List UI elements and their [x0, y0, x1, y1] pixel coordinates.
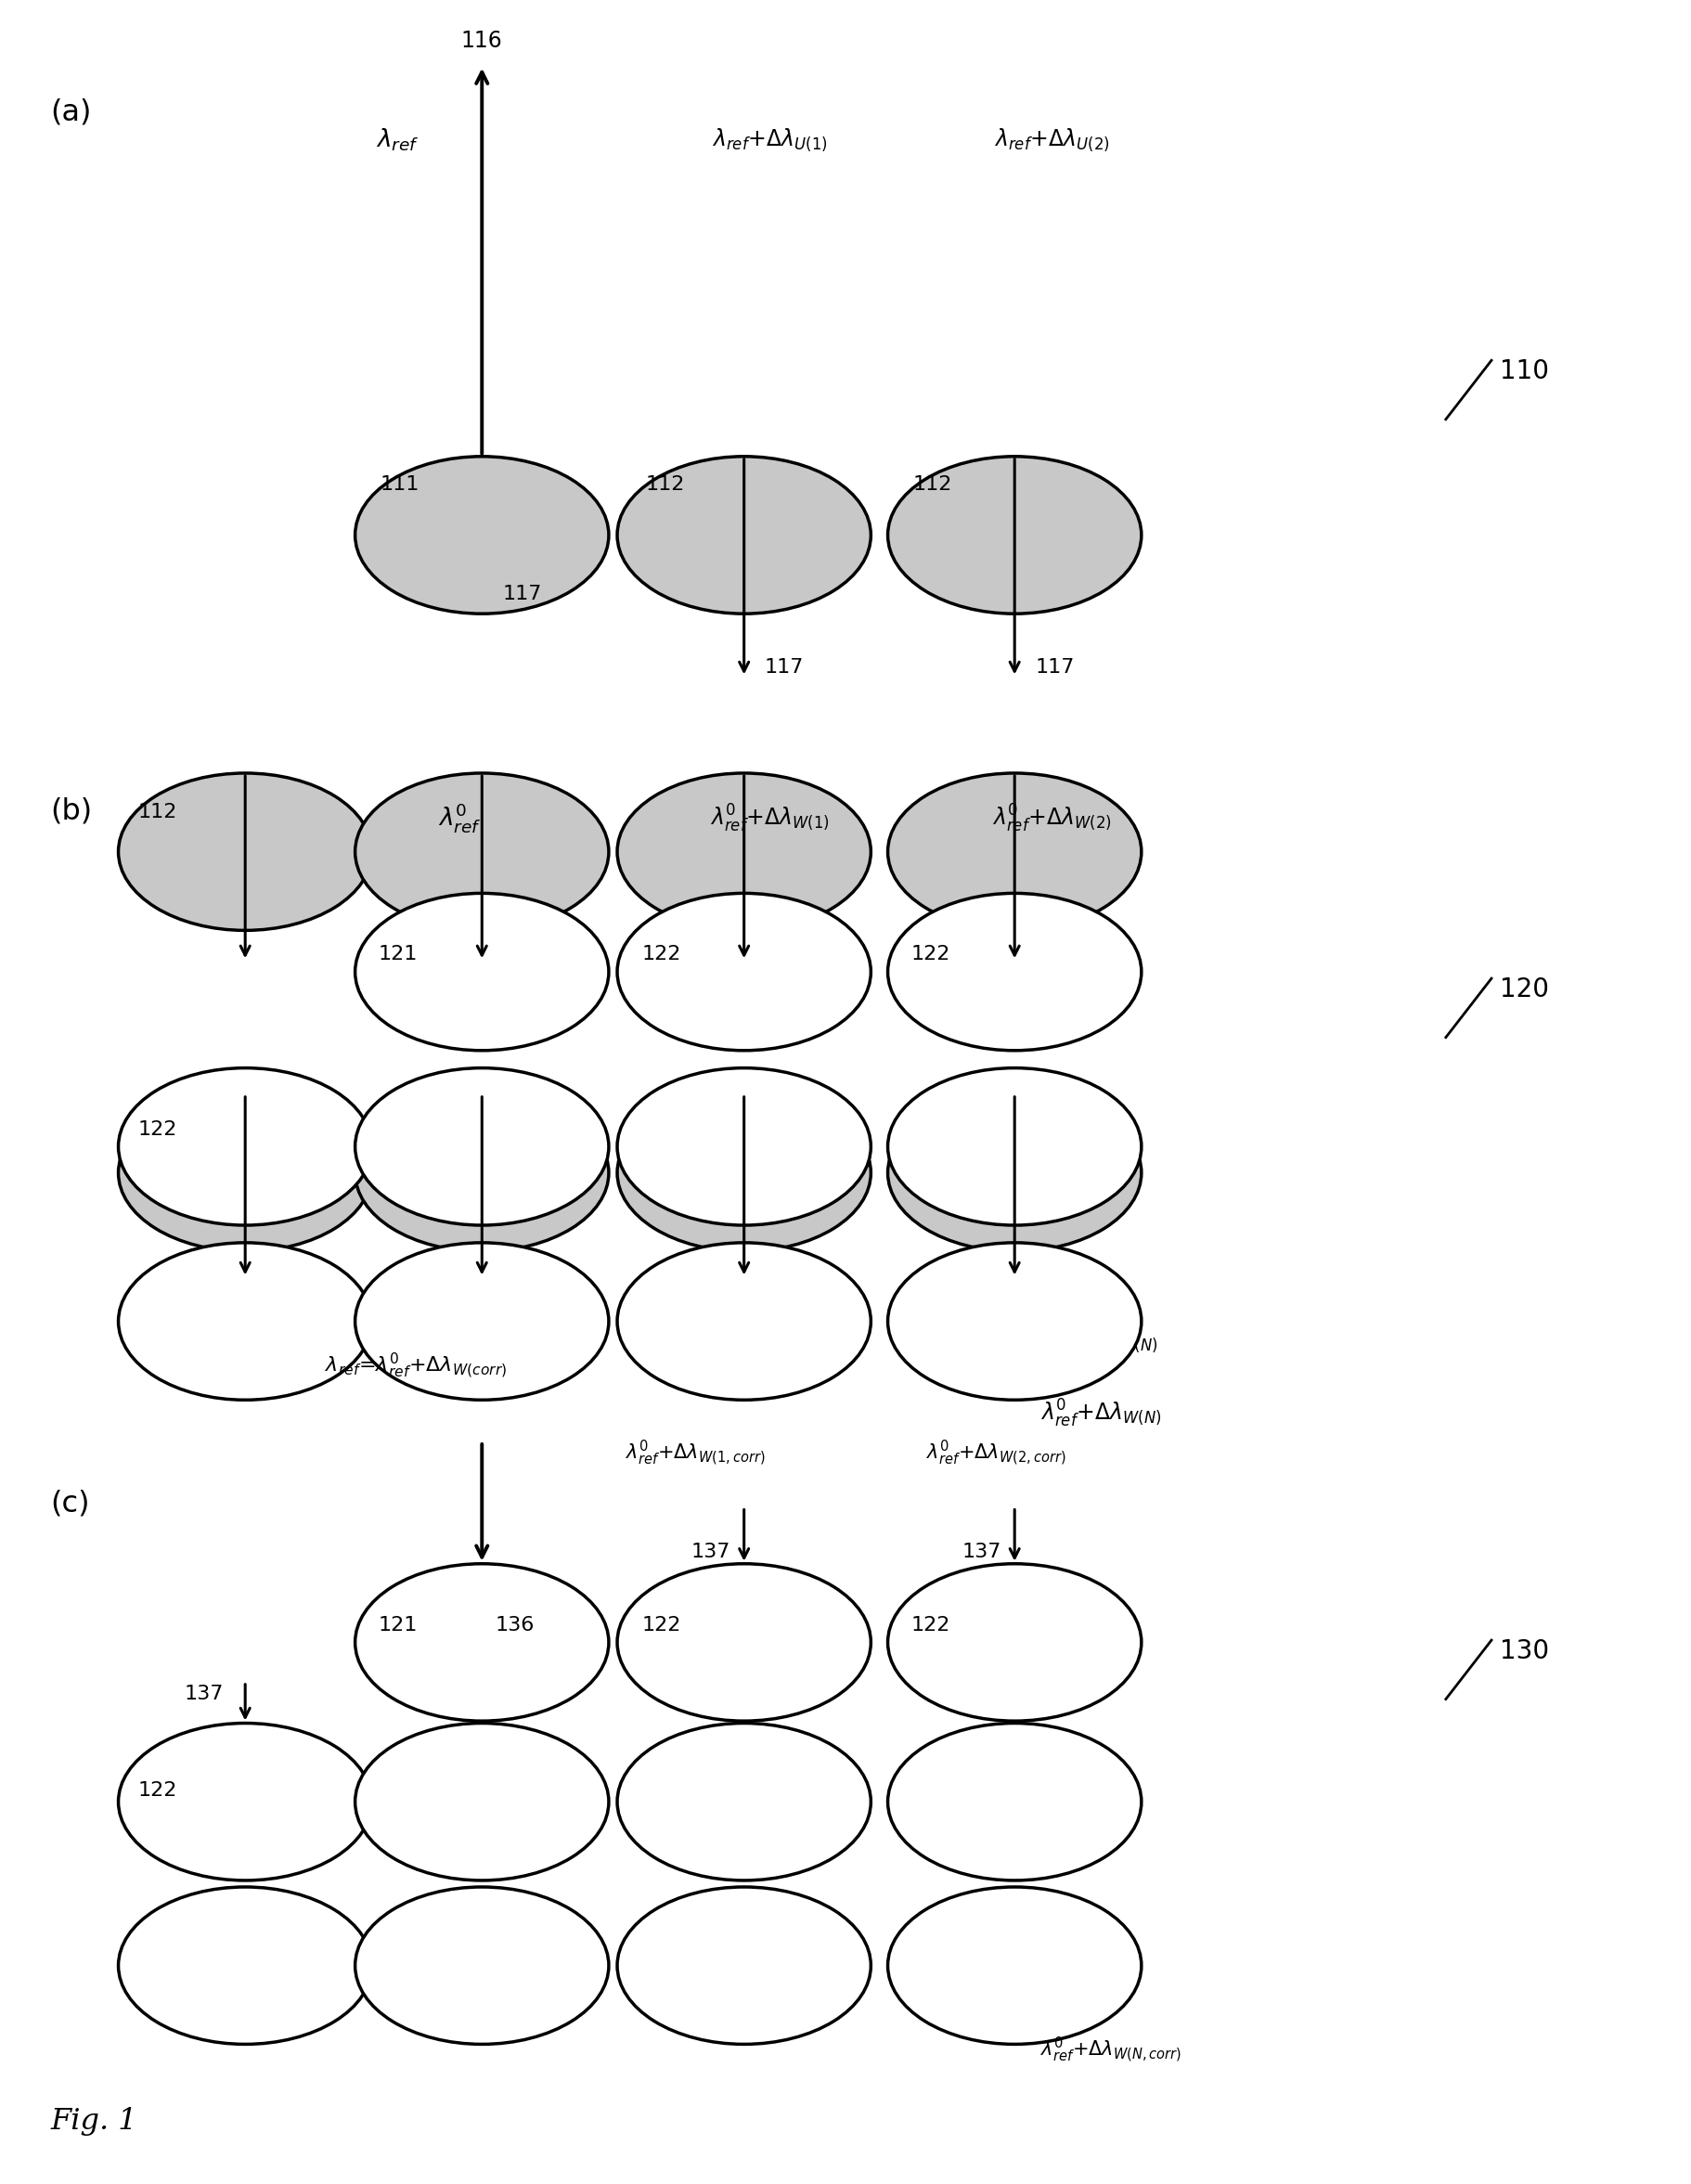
- Ellipse shape: [355, 1564, 609, 1721]
- Text: 122: 122: [139, 1782, 178, 1800]
- Text: 137: 137: [962, 1544, 1001, 1562]
- Text: $\lambda^0_{ref}$+$\Delta\lambda_{W(1,corr)}$: $\lambda^0_{ref}$+$\Delta\lambda_{W(1,co…: [626, 1439, 766, 1468]
- Text: $\lambda_{ref}$+$\Delta\lambda_{U(1)}$: $\lambda_{ref}$+$\Delta\lambda_{U(1)}$: [712, 127, 827, 153]
- Ellipse shape: [888, 1068, 1141, 1225]
- Ellipse shape: [617, 1094, 871, 1251]
- Ellipse shape: [355, 1887, 609, 2044]
- Text: $\lambda^0_{ref}$+$\Delta\lambda_{W(2)}$: $\lambda^0_{ref}$+$\Delta\lambda_{W(2)}$: [993, 802, 1111, 834]
- Text: $\lambda_{ref}$=$\lambda^0_{ref}$+$\Delta\lambda_{W(corr)}$: $\lambda_{ref}$=$\lambda^0_{ref}$+$\Delt…: [325, 1352, 507, 1380]
- Ellipse shape: [617, 1068, 871, 1225]
- Text: 137: 137: [184, 1686, 223, 1704]
- Text: $\lambda^0_{ref}$: $\lambda^0_{ref}$: [438, 802, 482, 834]
- Text: 122: 122: [643, 1616, 681, 1634]
- Ellipse shape: [617, 1564, 871, 1721]
- Ellipse shape: [888, 773, 1141, 930]
- Ellipse shape: [355, 893, 609, 1051]
- Text: 112: 112: [646, 476, 685, 494]
- Text: (b): (b): [51, 797, 93, 826]
- Ellipse shape: [617, 1723, 871, 1880]
- Text: 112: 112: [139, 804, 178, 821]
- Ellipse shape: [355, 1094, 609, 1251]
- Text: 117: 117: [764, 660, 803, 677]
- Ellipse shape: [118, 1068, 372, 1225]
- Text: 121: 121: [379, 1616, 418, 1634]
- Ellipse shape: [617, 1887, 871, 2044]
- Ellipse shape: [617, 456, 871, 614]
- Text: 117: 117: [502, 585, 541, 603]
- Ellipse shape: [888, 1564, 1141, 1721]
- Text: 111: 111: [380, 476, 419, 494]
- Text: 117: 117: [1035, 660, 1074, 677]
- Text: $\lambda^0_{ref}$+$\Delta\lambda_{W(1)}$: $\lambda^0_{ref}$+$\Delta\lambda_{W(1)}$: [710, 802, 829, 834]
- Text: 122: 122: [643, 946, 681, 963]
- Text: 110: 110: [1500, 358, 1549, 384]
- Text: (c): (c): [51, 1489, 90, 1518]
- Text: 120: 120: [1500, 976, 1549, 1002]
- Ellipse shape: [888, 1094, 1141, 1251]
- Ellipse shape: [888, 1723, 1141, 1880]
- Text: 121: 121: [379, 946, 418, 963]
- Ellipse shape: [118, 773, 372, 930]
- Text: $\lambda^0_{ref}$+$\Delta\lambda_{W(N)}$: $\lambda^0_{ref}$+$\Delta\lambda_{W(N)}$: [1040, 1398, 1162, 1431]
- Ellipse shape: [888, 456, 1141, 614]
- Text: $\lambda_{ref}$+$\Delta\lambda_{U(N)}$: $\lambda_{ref}$+$\Delta\lambda_{U(N)}$: [1040, 1328, 1157, 1354]
- Ellipse shape: [355, 1068, 609, 1225]
- Text: $\lambda_{ref}$: $\lambda_{ref}$: [375, 127, 419, 153]
- Text: 136: 136: [495, 1616, 534, 1634]
- Text: 116: 116: [462, 31, 502, 52]
- Text: (a): (a): [51, 98, 91, 127]
- Ellipse shape: [355, 1243, 609, 1400]
- Text: $\lambda_{ref}$+$\Delta\lambda_{U(2)}$: $\lambda_{ref}$+$\Delta\lambda_{U(2)}$: [994, 127, 1109, 153]
- Text: 122: 122: [911, 1616, 950, 1634]
- Text: 137: 137: [692, 1544, 731, 1562]
- Ellipse shape: [888, 1243, 1141, 1400]
- Ellipse shape: [888, 893, 1141, 1051]
- Ellipse shape: [118, 1723, 372, 1880]
- Ellipse shape: [617, 893, 871, 1051]
- Text: 122: 122: [911, 946, 950, 963]
- Text: Fig. 1: Fig. 1: [51, 2108, 137, 2136]
- Ellipse shape: [617, 1243, 871, 1400]
- Ellipse shape: [355, 456, 609, 614]
- Ellipse shape: [617, 773, 871, 930]
- Ellipse shape: [118, 1243, 372, 1400]
- Ellipse shape: [355, 1723, 609, 1880]
- Text: 122: 122: [139, 1120, 178, 1138]
- Text: 112: 112: [913, 476, 952, 494]
- Ellipse shape: [118, 1887, 372, 2044]
- Ellipse shape: [118, 1094, 372, 1251]
- Text: 130: 130: [1500, 1638, 1549, 1664]
- Ellipse shape: [888, 1887, 1141, 2044]
- Ellipse shape: [355, 773, 609, 930]
- Text: $\lambda^0_{ref}$+$\Delta\lambda_{W(2,corr)}$: $\lambda^0_{ref}$+$\Delta\lambda_{W(2,co…: [927, 1439, 1067, 1468]
- Text: $\lambda^0_{ref}$+$\Delta\lambda_{W(N,corr)}$: $\lambda^0_{ref}$+$\Delta\lambda_{W(N,co…: [1040, 2035, 1180, 2064]
